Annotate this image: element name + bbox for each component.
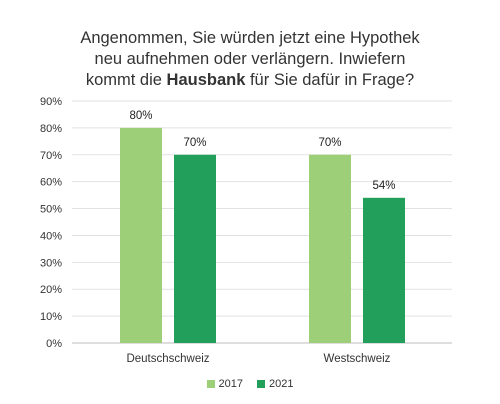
- chart-title-line-3-post: für Sie dafür in Frage?: [245, 71, 415, 89]
- legend-item-2021: 2021: [257, 378, 293, 390]
- y-tick-label: 30%: [40, 257, 62, 269]
- data-label: 80%: [129, 110, 152, 122]
- legend-label-2017: 2017: [218, 378, 243, 390]
- y-tick-label: 10%: [40, 311, 62, 323]
- chart-title-bold: Hausbank: [166, 71, 246, 89]
- chart-title-line-3: kommt die Hausbank für Sie dafür in Frag…: [0, 70, 500, 91]
- chart-legend: 2017 2021: [0, 378, 500, 390]
- legend-label-2021: 2021: [269, 378, 294, 390]
- bar-2021-deutschschweiz: [174, 154, 216, 343]
- y-tick-label: 60%: [40, 177, 62, 189]
- y-tick-label: 80%: [40, 123, 62, 135]
- y-tick-label: 40%: [40, 230, 62, 242]
- legend-swatch-2017: [206, 380, 215, 388]
- x-category-label: Westschweiz: [324, 353, 391, 365]
- x-category-label: Deutschschweiz: [126, 353, 209, 365]
- y-tick-label: 20%: [40, 284, 62, 296]
- y-tick-label: 0%: [46, 338, 62, 350]
- legend-item-2017: 2017: [206, 378, 243, 390]
- chart-title: Angenommen, Sie würden jetzt eine Hypoth…: [0, 28, 500, 91]
- y-tick-label: 90%: [40, 96, 62, 108]
- bar-2017-deutschschweiz: [120, 127, 162, 343]
- data-label: 70%: [183, 137, 206, 149]
- bar-2021-westschweiz: [363, 197, 405, 343]
- data-label: 70%: [318, 137, 341, 149]
- chart-title-line-2: neu aufnehmen oder verlängern. Inwiefern: [94, 50, 406, 68]
- bar-2017-westschweiz: [309, 154, 351, 343]
- chart-title-line-1: Angenommen, Sie würden jetzt eine Hypoth…: [80, 29, 420, 47]
- legend-swatch-2021: [257, 380, 265, 388]
- data-label: 54%: [372, 180, 395, 192]
- chart-title-line-3-pre: kommt die: [85, 71, 167, 89]
- y-tick-label: 50%: [40, 204, 62, 216]
- y-tick-label: 70%: [40, 150, 62, 162]
